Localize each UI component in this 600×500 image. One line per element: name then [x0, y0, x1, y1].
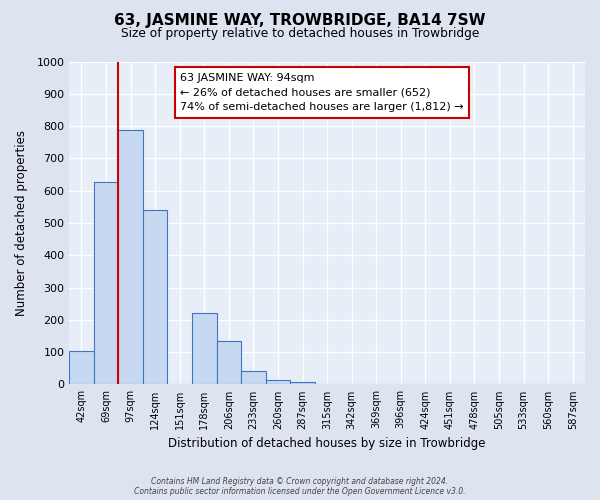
Bar	[290, 382, 315, 384]
X-axis label: Distribution of detached houses by size in Trowbridge: Distribution of detached houses by size …	[169, 437, 486, 450]
Bar	[266, 380, 290, 384]
Text: 63, JASMINE WAY, TROWBRIDGE, BA14 7SW: 63, JASMINE WAY, TROWBRIDGE, BA14 7SW	[114, 12, 486, 28]
Y-axis label: Number of detached properties: Number of detached properties	[15, 130, 28, 316]
Bar	[69, 351, 94, 384]
Bar	[143, 210, 167, 384]
Bar	[94, 182, 118, 384]
Bar	[192, 314, 217, 384]
Bar	[118, 130, 143, 384]
Bar	[241, 370, 266, 384]
Text: Contains HM Land Registry data © Crown copyright and database right 2024.
Contai: Contains HM Land Registry data © Crown c…	[134, 476, 466, 496]
Bar	[217, 342, 241, 384]
Text: Size of property relative to detached houses in Trowbridge: Size of property relative to detached ho…	[121, 28, 479, 40]
Text: 63 JASMINE WAY: 94sqm
← 26% of detached houses are smaller (652)
74% of semi-det: 63 JASMINE WAY: 94sqm ← 26% of detached …	[180, 73, 464, 112]
